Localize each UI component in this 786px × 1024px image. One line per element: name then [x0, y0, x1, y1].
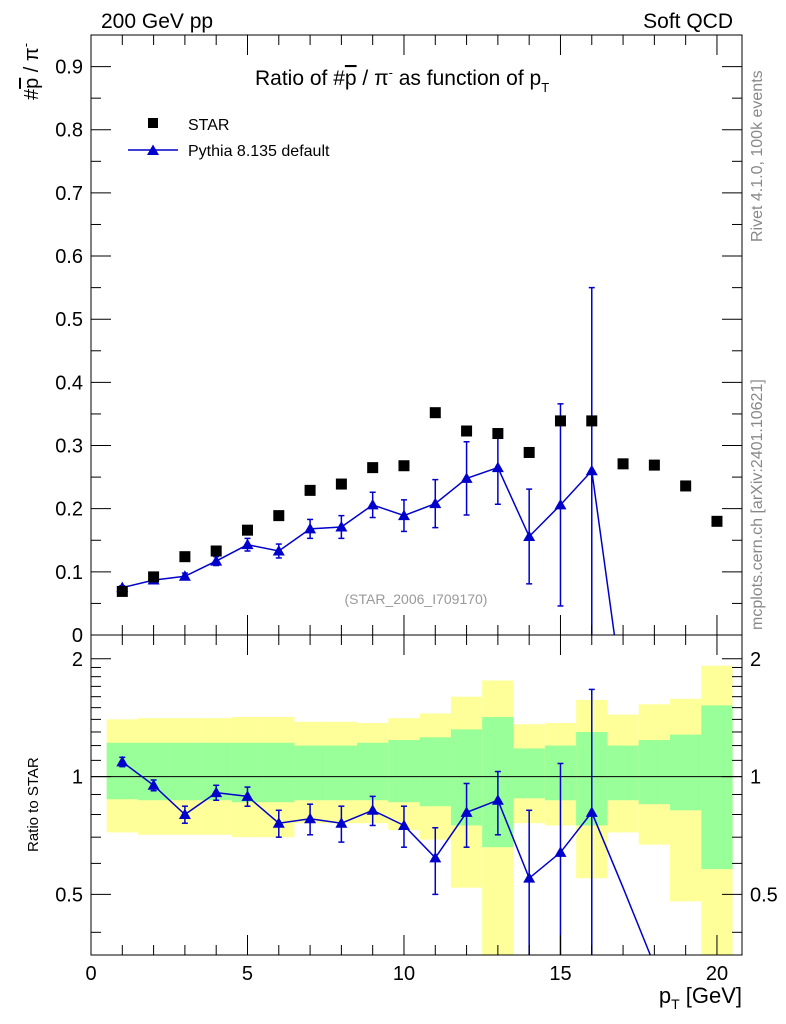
ratio-ytick-label-right: 0.5	[750, 884, 778, 906]
ratio-ytick-label-right: 2	[750, 649, 761, 671]
main-ytick-label: 0.1	[55, 562, 83, 584]
star-data-point	[618, 458, 629, 469]
ratio-xlabel-unit: [GeV]	[680, 983, 742, 1008]
plot-title: Ratio of #p / π- as function of pT	[255, 65, 549, 95]
main-ytick-label: 0.2	[55, 499, 83, 521]
pythia-point	[210, 555, 222, 566]
legend-label-pythia: Pythia 8.135 default	[188, 143, 330, 160]
legend-label-star: STAR	[188, 117, 229, 134]
star-data-point	[305, 485, 316, 496]
pythia-point	[241, 539, 253, 550]
plot-title-subscript: T	[541, 80, 549, 95]
star-data-point	[179, 551, 190, 562]
uncertainty-band-1sigma	[701, 705, 732, 869]
uncertainty-band-1sigma	[514, 748, 545, 798]
ratio-xtick-label: 10	[393, 963, 415, 985]
main-ytick-label: 0.6	[55, 246, 83, 268]
uncertainty-band-1sigma	[357, 743, 388, 800]
uncertainty-band-1sigma	[263, 743, 294, 802]
main-ytick-label: 0.3	[55, 436, 83, 458]
uncertainty-band-1sigma	[169, 743, 200, 800]
analysis-watermark: (STAR_2006_I709170)	[345, 591, 488, 607]
plot-title-part-e: as function of p	[393, 67, 541, 90]
main-ylabel-superscript: -	[18, 43, 33, 47]
header-right: Soft QCD	[643, 10, 733, 33]
ratio-xlabel-p: p	[659, 983, 671, 1008]
uncertainty-band-1sigma	[326, 746, 357, 801]
ratio-ylabel: Ratio to STAR	[25, 757, 42, 852]
main-ylabel-pbar: p	[21, 78, 43, 89]
main-ytick-label: 0.8	[55, 120, 83, 142]
star-data-point	[430, 407, 441, 418]
pythia-point	[492, 462, 504, 473]
uncertainty-band-1sigma	[138, 743, 169, 800]
pythia-point	[429, 498, 441, 509]
star-data-point	[398, 460, 409, 471]
ratio-xlabel: pT [GeV]	[659, 983, 742, 1012]
ratio-plot: 0.5 0.51 12 20 5 10 15 20 Ratio to STAR pT [GeV…	[25, 635, 778, 1012]
star-data-point	[117, 586, 128, 597]
star-data-point	[586, 415, 597, 426]
ratio-xtick-label: 15	[549, 963, 571, 985]
star-data-point	[273, 510, 284, 521]
star-data-point	[336, 479, 347, 490]
star-data-point	[555, 415, 566, 426]
uncertainty-band-1sigma	[420, 737, 451, 806]
star-data-point	[211, 546, 222, 557]
main-ylabel: #p / π-	[18, 43, 43, 100]
pythia-line	[122, 468, 614, 635]
uncertainty-band-1sigma	[294, 746, 325, 801]
ratio-xtick-label: 5	[242, 963, 253, 985]
ratio-xtick-label: 0	[85, 963, 96, 985]
rivet-version-label: Rivet 4.1.0, 100k events	[749, 70, 766, 242]
star-data-point	[680, 480, 691, 491]
figure: 200 GeV pp Soft QCD Rivet 4.1.0, 100k ev…	[0, 0, 786, 1024]
star-data-point	[524, 447, 535, 458]
main-ytick-label: 0	[72, 625, 83, 647]
ratio-ytick-label: 2	[72, 649, 83, 671]
legend-marker-star	[148, 118, 158, 128]
plot-title-pbar: p	[345, 67, 357, 90]
main-ytick-label: 0.9	[55, 57, 83, 79]
header-left: 200 GeV pp	[101, 10, 213, 33]
star-data-point	[711, 516, 722, 527]
uncertainty-band-1sigma	[670, 735, 701, 811]
legend: STAR Pythia 8.135 default	[128, 117, 330, 160]
star-data-point	[367, 462, 378, 473]
ratio-ytick-label: 0.5	[55, 884, 83, 906]
ratio-ytick-label: 1	[72, 767, 83, 789]
plot-title-part-c: / π	[357, 67, 389, 90]
main-ytick-label: 0.4	[55, 372, 83, 394]
star-data-point	[461, 426, 472, 437]
main-ytick-label: 0.7	[55, 183, 83, 205]
main-ytick-label: 0.5	[55, 309, 83, 331]
mcplots-label: mcplots.cern.ch [arXiv:2401.10621]	[749, 379, 766, 630]
star-data-point	[492, 428, 503, 439]
uncertainty-band-1sigma	[639, 740, 670, 804]
ratio-ytick-label-right: 1	[750, 767, 761, 789]
star-data-point	[148, 571, 159, 582]
pythia-point	[335, 521, 347, 532]
pythia-point	[586, 465, 598, 476]
plot-title-part-a: Ratio of #	[255, 67, 345, 90]
main-plot: 00.10.20.30.40.50.60.70.80.9 Ratio of #p…	[18, 35, 742, 647]
star-data-point	[649, 460, 660, 471]
main-ylabel-part-c: / π	[21, 47, 43, 77]
ratio-xtick-label: 20	[706, 963, 728, 985]
pythia-point	[367, 499, 379, 510]
pythia-ratio-point	[523, 872, 535, 883]
star-data-point	[242, 525, 253, 536]
pythia-point	[179, 570, 191, 581]
uncertainty-band-1sigma	[607, 746, 638, 801]
uncertainty-band-1sigma	[388, 740, 419, 802]
